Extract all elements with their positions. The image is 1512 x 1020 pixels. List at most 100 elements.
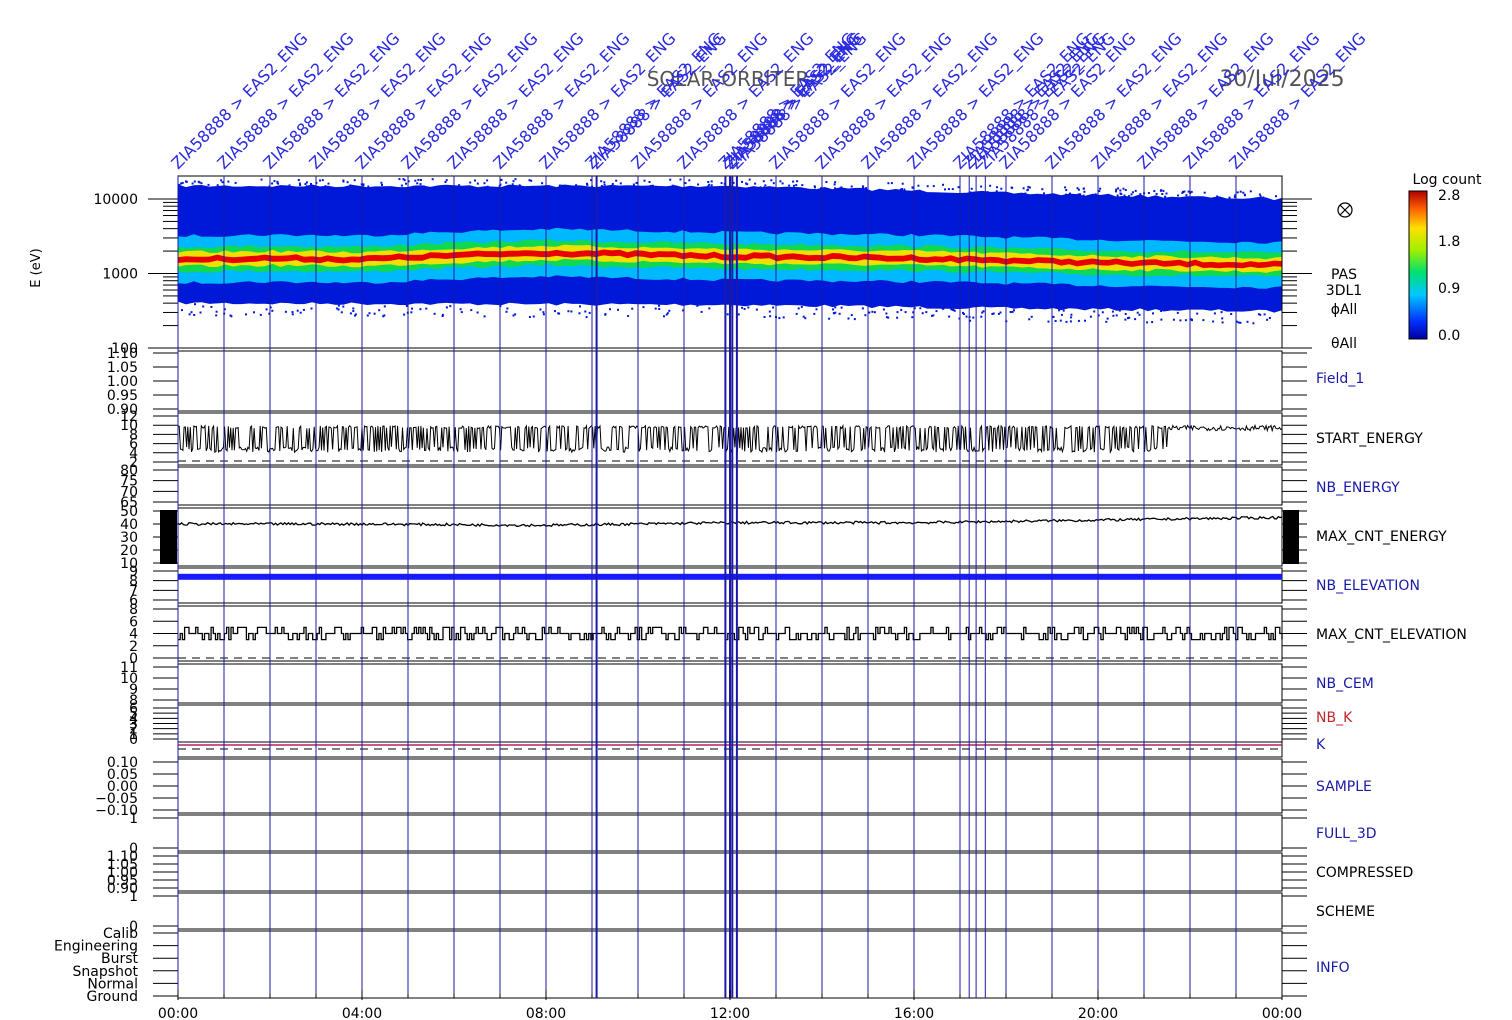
spectrogram-speckle <box>1124 318 1127 321</box>
spectrogram-speckle <box>1077 194 1080 197</box>
spectrogram-speckle <box>245 313 247 316</box>
spectrogram-speckle <box>277 182 280 185</box>
spectrogram-speckle <box>1161 193 1164 195</box>
spectrogram-speckle <box>840 306 843 309</box>
panel-tick-label: 1.10 <box>107 346 138 362</box>
spectrogram-speckle <box>921 312 924 315</box>
spectrogram-speckle <box>997 312 1000 315</box>
spectrogram-speckle <box>1070 316 1073 319</box>
spectrogram-speckle <box>1013 309 1015 312</box>
spectrogram-speckle <box>642 306 645 309</box>
spectrogram-speckle <box>919 307 922 310</box>
spectrogram-speckle <box>291 313 294 316</box>
colorbar-tick: 1.8 <box>1438 234 1460 250</box>
spectrogram-speckle <box>417 178 420 181</box>
spectrogram-speckle <box>403 313 406 316</box>
spectrogram-speckle <box>1131 191 1134 194</box>
spectrogram-speckle <box>743 308 746 310</box>
panel-tick-label: 0.90 <box>107 402 138 418</box>
spectrogram-speckle <box>609 308 611 311</box>
spectrogram-speckle <box>305 181 308 184</box>
spectrogram-speckle <box>1115 314 1118 317</box>
panel-tick-label: 20 <box>120 543 138 559</box>
spectrogram-speckle <box>259 313 262 316</box>
panel-tick-label: 50 <box>120 504 138 520</box>
panel-label: Field_1 <box>1316 371 1364 387</box>
panel-tick-label: 0 <box>129 651 138 667</box>
spectrogram-speckle <box>1268 317 1271 319</box>
spectrogram-speckle <box>433 312 436 315</box>
spectrogram-speckle <box>1261 197 1264 200</box>
panel-tick-label: −0.05 <box>95 791 138 807</box>
time-axis-tick-label: 16:00 <box>894 1006 934 1020</box>
spectrogram-speckle <box>1138 313 1141 316</box>
spectrogram-speckle <box>1160 318 1163 321</box>
spectrogram-speckle <box>600 185 603 188</box>
spectrogram-speckle <box>896 316 899 319</box>
spectrogram-speckle <box>191 182 194 185</box>
spectrogram-speckle <box>410 311 413 314</box>
spectrogram-speckle <box>942 183 944 186</box>
spectrogram-speckle <box>1184 319 1187 322</box>
panel-tick-label: 3 <box>129 717 138 733</box>
spectrogram-speckle <box>531 185 534 188</box>
panel-tick-label: 8 <box>129 693 138 709</box>
panel-tick-label: 6 <box>129 614 138 630</box>
spectrogram-speckle <box>890 182 893 185</box>
panel-tick-label: Calib <box>103 926 138 942</box>
panel-tick-label: 0.00 <box>107 779 138 795</box>
spectrogram-speckle <box>1128 316 1131 319</box>
panel-tick-label: Normal <box>87 976 138 992</box>
spectrogram-speckle <box>1151 321 1154 324</box>
spectrogram-speckle <box>764 184 767 187</box>
spectrogram-speckle <box>528 179 531 182</box>
parameter-panels: Field_11.101.051.000.950.90START_ENERGY1… <box>54 346 1467 1005</box>
spectrogram-speckle <box>539 308 542 311</box>
spectrogram-speckle <box>710 180 713 183</box>
max-cnt-elevation-trace <box>178 626 1283 641</box>
spectrogram-speckle <box>199 311 202 314</box>
spectrogram-tick-label: 100 <box>111 341 138 357</box>
spectrogram-speckle <box>969 191 971 194</box>
spectrogram-speckle <box>273 180 276 183</box>
spectrogram-speckle <box>1043 192 1045 195</box>
spectrogram-speckle <box>288 184 291 187</box>
spectrogram-speckle <box>747 306 750 309</box>
spectrogram-speckle <box>1221 321 1224 324</box>
spectrogram-speckle <box>470 309 473 312</box>
spectrogram-speckle <box>1177 194 1180 197</box>
spectrogram-speckle <box>1257 313 1260 316</box>
panel-label: NB_ELEVATION <box>1316 578 1420 594</box>
spectrogram-speckle <box>1077 319 1080 322</box>
spectrogram-speckle <box>1076 187 1079 190</box>
panel-tick-label: 1 <box>129 889 138 905</box>
spectrogram-speckle <box>865 187 868 190</box>
spectrogram-speckle <box>663 315 665 318</box>
spectrogram-speckle <box>871 310 874 313</box>
spectrogram-speckle <box>1124 189 1127 191</box>
spectrogram-speckle <box>227 180 230 183</box>
panel-tick-label: 40 <box>120 517 138 533</box>
spectrogram-speckle <box>1139 193 1142 196</box>
spectrogram-speckle <box>304 183 307 185</box>
spectrogram-speckle <box>419 179 422 181</box>
spectrogram-speckle <box>720 182 723 185</box>
spectrogram-speckle <box>980 185 983 188</box>
spectrogram-speckle <box>483 182 486 185</box>
spectrogram-speckle <box>567 310 570 313</box>
spectrogram-speckle <box>1160 189 1163 192</box>
spectrogram-speckle <box>603 181 606 184</box>
spectrogram-speckle <box>1047 320 1050 323</box>
spectrogram-speckle <box>795 312 798 315</box>
spectrogram-speckle <box>1185 194 1188 197</box>
spectrogram-speckle <box>648 181 651 183</box>
spectrogram-speckle <box>710 184 713 187</box>
panel-tick-label: 0.05 <box>107 767 138 783</box>
spectrogram-speckle <box>202 305 205 308</box>
panel-label: FULL_3D <box>1316 826 1377 842</box>
spectrogram-speckle <box>911 186 914 189</box>
spectrogram-speckle <box>1060 313 1063 316</box>
time-axis-tick-label: 08:00 <box>526 1006 566 1020</box>
spectrogram-speckle <box>834 181 837 184</box>
